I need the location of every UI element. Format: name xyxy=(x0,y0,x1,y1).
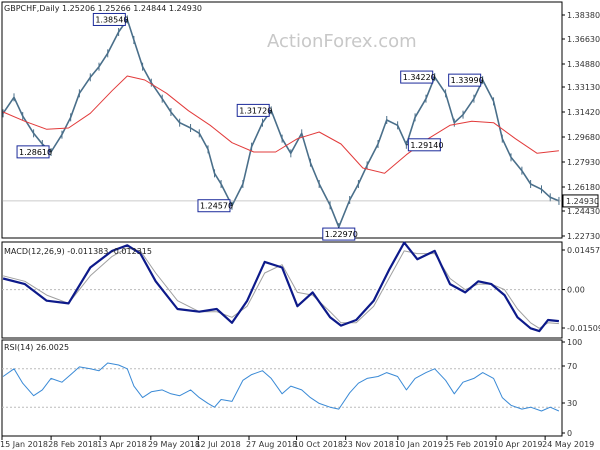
series-line xyxy=(2,247,559,329)
series-line xyxy=(2,241,560,333)
x-tick-label: 10 Jan 2019 xyxy=(395,440,443,449)
watermark: ActionForex.com xyxy=(267,31,417,52)
x-tick-label: 15 Jan 2018 xyxy=(0,440,48,449)
annotation-box xyxy=(407,138,441,152)
y-tick-label: 1.38380 xyxy=(567,11,600,20)
x-tick-label: 29 May 2018 xyxy=(148,440,200,449)
x-tick-label: 24 May 2019 xyxy=(542,440,594,449)
annotation-box xyxy=(92,12,126,26)
y-tick-label: 0 xyxy=(567,429,572,438)
y-tick-label: 1.31420 xyxy=(567,108,600,117)
y-tick-label: 0.014579 xyxy=(567,246,600,255)
pane-frame xyxy=(1,339,563,437)
annotation-box xyxy=(197,199,231,213)
annotation-box xyxy=(400,70,434,84)
annotation-box xyxy=(236,103,270,117)
y-tick-label: 0.00 xyxy=(567,286,585,295)
x-tick-label: 28 Feb 2018 xyxy=(48,440,98,449)
y-tick-label: 1.22730 xyxy=(567,232,600,241)
macd-title: MACD(12,26,9) -0.011383 -0.012315 xyxy=(4,247,152,256)
x-tick-label: 27 Aug 2018 xyxy=(246,440,297,449)
annotation-label: 1.38540 xyxy=(95,15,128,24)
y-tick-label: 30 xyxy=(567,399,577,408)
series-line xyxy=(2,18,560,228)
annotation-label: 1.31720 xyxy=(239,106,272,115)
series-line xyxy=(2,75,559,174)
annotation-label: 1.22970 xyxy=(325,230,358,239)
y-tick-label: 70 xyxy=(567,362,577,371)
annotation-label: 1.34220 xyxy=(403,73,436,82)
y-tick-label: 1.26180 xyxy=(567,183,600,192)
pane-frame xyxy=(1,1,563,239)
x-tick-label: 13 Apr 2018 xyxy=(97,440,146,449)
price-chart-title: GBPCHF,Daily 1.25206 1.25266 1.24844 1.2… xyxy=(4,4,202,13)
last-price-label: 1.24930 xyxy=(566,197,599,206)
annotation-box xyxy=(322,227,356,241)
series-line xyxy=(2,362,560,412)
y-tick-label: 1.29680 xyxy=(567,133,600,142)
x-tick-label: 23 Nov 2018 xyxy=(343,440,394,449)
x-tick-label: 12 Jul 2018 xyxy=(195,440,240,449)
y-tick-label: 1.34880 xyxy=(567,60,600,69)
annotation-label: 1.28610 xyxy=(19,148,52,157)
annotation-label: 1.24570 xyxy=(200,202,233,211)
x-tick-label: 25 Feb 2019 xyxy=(444,440,494,449)
y-tick-label: 1.24430 xyxy=(567,207,600,216)
x-tick-label: 10 Oct 2018 xyxy=(294,440,343,449)
y-tick-label: 100 xyxy=(567,338,582,347)
y-tick-label: -0.015096 xyxy=(567,324,600,333)
annotation-label: 1.33990 xyxy=(451,76,484,85)
y-tick-label: 1.33130 xyxy=(567,83,600,92)
last-price-box xyxy=(562,194,599,208)
annotation-label: 1.29140 xyxy=(410,141,443,150)
rsi-title: RSI(14) 26.0025 xyxy=(4,343,69,352)
x-tick-label: 10 Apr 2019 xyxy=(493,440,542,449)
y-tick-label: 1.27930 xyxy=(567,158,600,167)
annotation-box xyxy=(16,145,50,159)
annotation-box xyxy=(448,73,482,87)
y-tick-label: 1.36630 xyxy=(567,35,600,44)
